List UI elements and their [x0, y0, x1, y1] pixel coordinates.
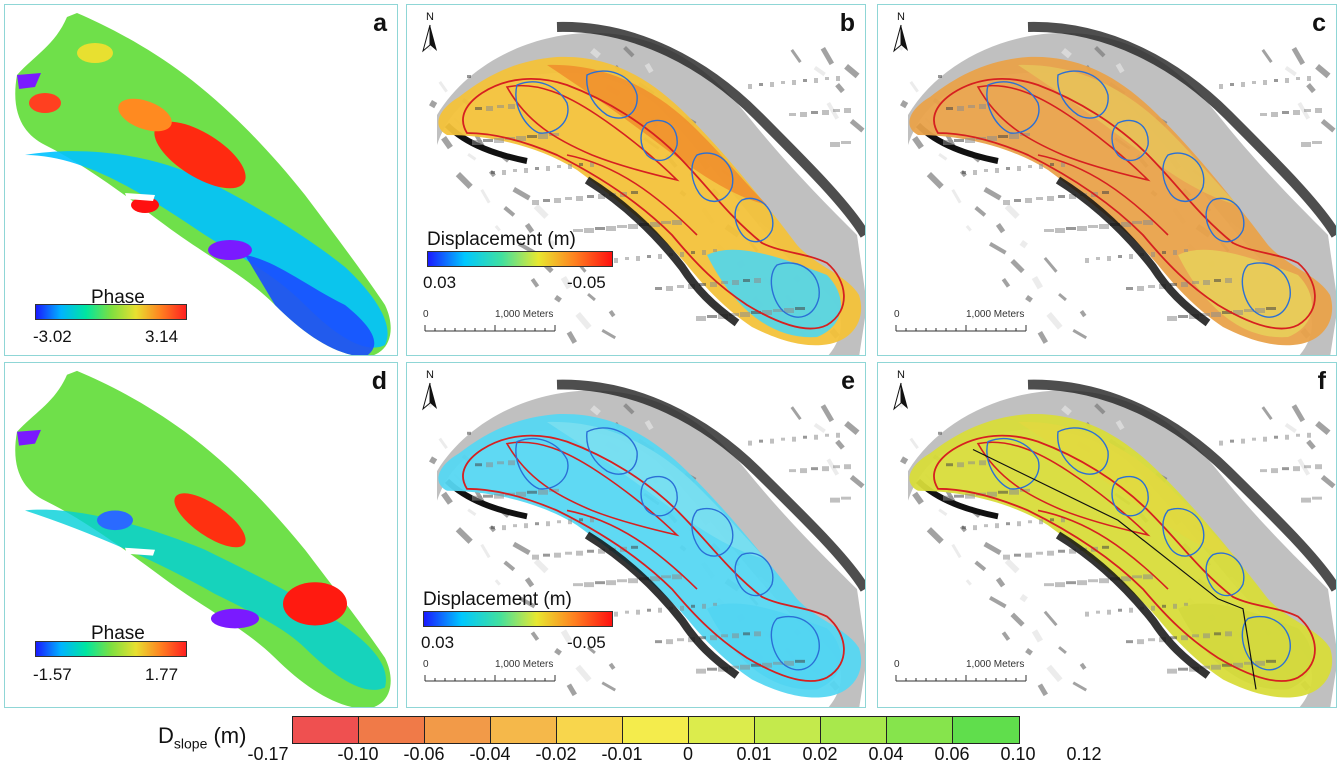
dslope-color-cell — [293, 717, 359, 743]
dslope-legend-title: Dslope (m) — [158, 723, 247, 752]
displacement-legend-title: Displacement (m) — [423, 589, 572, 610]
displacement-colorbar — [427, 251, 613, 267]
dslope-tick-label: 0.04 — [868, 744, 904, 764]
displacement-legend-max: -0.05 — [567, 633, 606, 652]
dslope-map — [896, 21, 1336, 355]
displacement-legend-min: 0.03 — [421, 633, 455, 652]
panel-letter: c — [1312, 9, 1326, 37]
dslope-tick-label: 0.10 — [1000, 744, 1036, 764]
dslope-color-cell — [557, 717, 623, 743]
dslope-tick-label: 0.12 — [1066, 744, 1102, 764]
displacement-legend-min: 0.03 — [423, 273, 457, 292]
panel-letter: e — [841, 367, 855, 395]
dslope-color-cell — [821, 717, 887, 743]
displacement-legend-max: -0.05 — [567, 273, 606, 292]
phase-legend-title: Phase — [91, 287, 145, 308]
dslope-color-cell — [491, 717, 557, 743]
phase-legend-min: -1.57 — [33, 665, 72, 684]
panel-letter: d — [371, 367, 387, 395]
dslope-tick-label: -0.10 — [337, 744, 379, 764]
scale-bar: 0 1,000 Meters — [423, 659, 563, 689]
dslope-color-cell — [359, 717, 425, 743]
panel-b: N b Displacement (m) 0.03 -0.05 0 1,000 … — [406, 4, 866, 356]
dslope-tick-label: -0.04 — [469, 744, 511, 764]
dslope-tick-label: 0.06 — [934, 744, 970, 764]
north-arrow-icon: N — [890, 11, 912, 67]
phase-colorbar — [35, 641, 187, 657]
dslope-tick-label: -0.01 — [601, 744, 643, 764]
phase-legend-max: 3.14 — [145, 327, 179, 346]
phase-map — [15, 370, 391, 707]
phase-legend-title: Phase — [91, 623, 145, 644]
dslope-tick-label: 0.02 — [802, 744, 838, 764]
north-arrow-icon: N — [419, 369, 441, 425]
dslope-color-cell — [755, 717, 821, 743]
dslope-color-cell — [689, 717, 755, 743]
north-arrow-icon: N — [419, 11, 441, 67]
dslope-tick-label: -0.06 — [403, 744, 445, 764]
panel-a: a Phase -3.02 3.14 — [4, 4, 398, 356]
dslope-tick-label: -0.17 — [247, 744, 289, 764]
displacement-map — [425, 21, 865, 355]
scale-bar: 0 1,000 Meters — [894, 309, 1034, 339]
dslope-color-cell — [953, 717, 1019, 743]
dslope-map — [896, 379, 1336, 707]
panel-d: d Phase -1.57 1.77 — [4, 362, 398, 708]
dslope-colorbar — [292, 716, 1020, 744]
north-arrow-icon: N — [890, 369, 912, 425]
dslope-tick-label: 0.01 — [736, 744, 772, 764]
panel-e: N e Displacement (m) 0.03 -0.05 0 1,000 … — [406, 362, 866, 708]
phase-map — [15, 13, 391, 355]
displacement-map — [425, 379, 865, 707]
phase-colorbar — [35, 304, 187, 320]
dslope-tick-label: -0.02 — [535, 744, 577, 764]
panel-c: N c 0 1,000 Meters — [877, 4, 1337, 356]
displacement-legend-title: Displacement (m) — [427, 229, 576, 250]
dslope-color-cell — [623, 717, 689, 743]
dslope-tick-label: 0 — [682, 744, 694, 764]
panel-letter: a — [373, 9, 387, 37]
phase-legend-max: 1.77 — [145, 665, 179, 684]
phase-legend-min: -3.02 — [33, 327, 72, 346]
scale-bar: 0 1,000 Meters — [423, 309, 563, 339]
panel-f: N f 0 1,000 Meters — [877, 362, 1337, 708]
dslope-color-cell — [425, 717, 491, 743]
panel-letter: f — [1317, 367, 1326, 395]
displacement-colorbar — [423, 611, 613, 627]
dslope-color-cell — [887, 717, 953, 743]
panel-letter: b — [839, 9, 855, 37]
scale-bar: 0 1,000 Meters — [894, 659, 1034, 689]
